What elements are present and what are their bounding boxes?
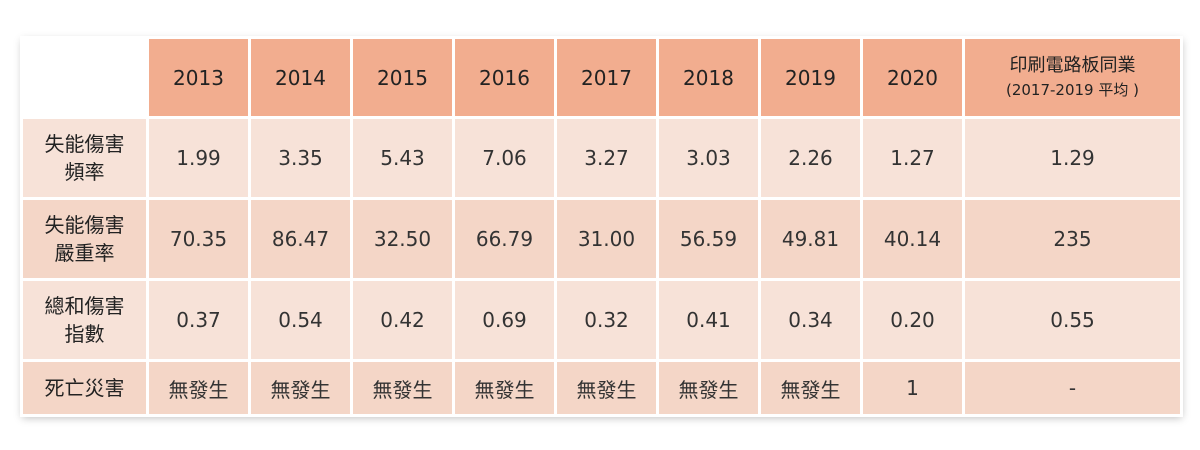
industry-header-title: 印刷電路板同業 xyxy=(1009,54,1136,76)
table-cell: 3.27 xyxy=(554,116,659,200)
table-cell-industry: 0.55 xyxy=(962,278,1183,362)
table-cell: 3.35 xyxy=(248,116,353,200)
table-cell: 7.06 xyxy=(452,116,557,200)
table-cell: 無發生 xyxy=(656,359,761,417)
row-label-line2: 指數 xyxy=(64,322,105,346)
table-cell: 無發生 xyxy=(554,359,659,417)
table-cell: 49.81 xyxy=(758,197,863,281)
safety-stats-table-container: 2013 2014 2015 2016 2017 2018 2019 2020 … xyxy=(20,36,1183,417)
header-2018: 2018 xyxy=(656,36,761,119)
table-cell: 1 xyxy=(860,359,965,417)
table-cell: 0.69 xyxy=(452,278,557,362)
table-cell: 3.03 xyxy=(656,116,761,200)
table-cell-industry: 235 xyxy=(962,197,1183,281)
row-label: 失能傷害 嚴重率 xyxy=(20,197,149,281)
table-cell: 0.37 xyxy=(146,278,251,362)
table-cell: 31.00 xyxy=(554,197,659,281)
header-2013: 2013 xyxy=(146,36,251,119)
table-row-disabling-injury-frequency: 失能傷害 頻率 1.99 3.35 5.43 7.06 3.27 3.03 2.… xyxy=(20,116,1183,200)
table-cell: 5.43 xyxy=(350,116,455,200)
table-cell: 無發生 xyxy=(452,359,557,417)
row-label: 總和傷害 指數 xyxy=(20,278,149,362)
table-row-disabling-injury-severity: 失能傷害 嚴重率 70.35 86.47 32.50 66.79 31.00 5… xyxy=(20,197,1183,281)
table-cell: 56.59 xyxy=(656,197,761,281)
table-cell: 66.79 xyxy=(452,197,557,281)
table-cell: 1.99 xyxy=(146,116,251,200)
table-cell: 1.27 xyxy=(860,116,965,200)
table-cell: 無發生 xyxy=(758,359,863,417)
header-2020: 2020 xyxy=(860,36,965,119)
corner-cell xyxy=(20,36,149,119)
table-cell: 0.41 xyxy=(656,278,761,362)
table-row-total-injury-index: 總和傷害 指數 0.37 0.54 0.42 0.69 0.32 0.41 0.… xyxy=(20,278,1183,362)
header-2019: 2019 xyxy=(758,36,863,119)
table-cell: 0.32 xyxy=(554,278,659,362)
row-label-line1: 失能傷害 xyxy=(44,132,125,156)
table-cell: 無發生 xyxy=(248,359,353,417)
row-label-line2: 頻率 xyxy=(64,160,105,184)
table-cell: 2.26 xyxy=(758,116,863,200)
header-industry-average: 印刷電路板同業 (2017-2019 平均 ) xyxy=(962,36,1183,119)
header-2014: 2014 xyxy=(248,36,353,119)
table-cell: 無發生 xyxy=(146,359,251,417)
header-2015: 2015 xyxy=(350,36,455,119)
row-label: 失能傷害 頻率 xyxy=(20,116,149,200)
table-cell: 40.14 xyxy=(860,197,965,281)
header-2017: 2017 xyxy=(554,36,659,119)
table-cell: 0.42 xyxy=(350,278,455,362)
row-label-line2: 嚴重率 xyxy=(54,241,115,265)
table-row-fatal-accident: 死亡災害 無發生 無發生 無發生 無發生 無發生 無發生 無發生 1 - xyxy=(20,359,1183,417)
table-cell: 70.35 xyxy=(146,197,251,281)
header-2016: 2016 xyxy=(452,36,557,119)
industry-header-period: (2017-2019 平均 ) xyxy=(1005,80,1139,99)
table-cell-industry: - xyxy=(962,359,1183,417)
table-cell: 0.20 xyxy=(860,278,965,362)
row-label-line1: 總和傷害 xyxy=(44,294,125,318)
row-label: 死亡災害 xyxy=(20,359,149,417)
row-label-line1: 失能傷害 xyxy=(44,213,125,237)
table-cell: 32.50 xyxy=(350,197,455,281)
safety-stats-table: 2013 2014 2015 2016 2017 2018 2019 2020 … xyxy=(20,36,1183,417)
header-row: 2013 2014 2015 2016 2017 2018 2019 2020 … xyxy=(20,36,1183,119)
table-cell: 無發生 xyxy=(350,359,455,417)
table-cell: 0.34 xyxy=(758,278,863,362)
table-cell-industry: 1.29 xyxy=(962,116,1183,200)
table-cell: 0.54 xyxy=(248,278,353,362)
table-cell: 86.47 xyxy=(248,197,353,281)
